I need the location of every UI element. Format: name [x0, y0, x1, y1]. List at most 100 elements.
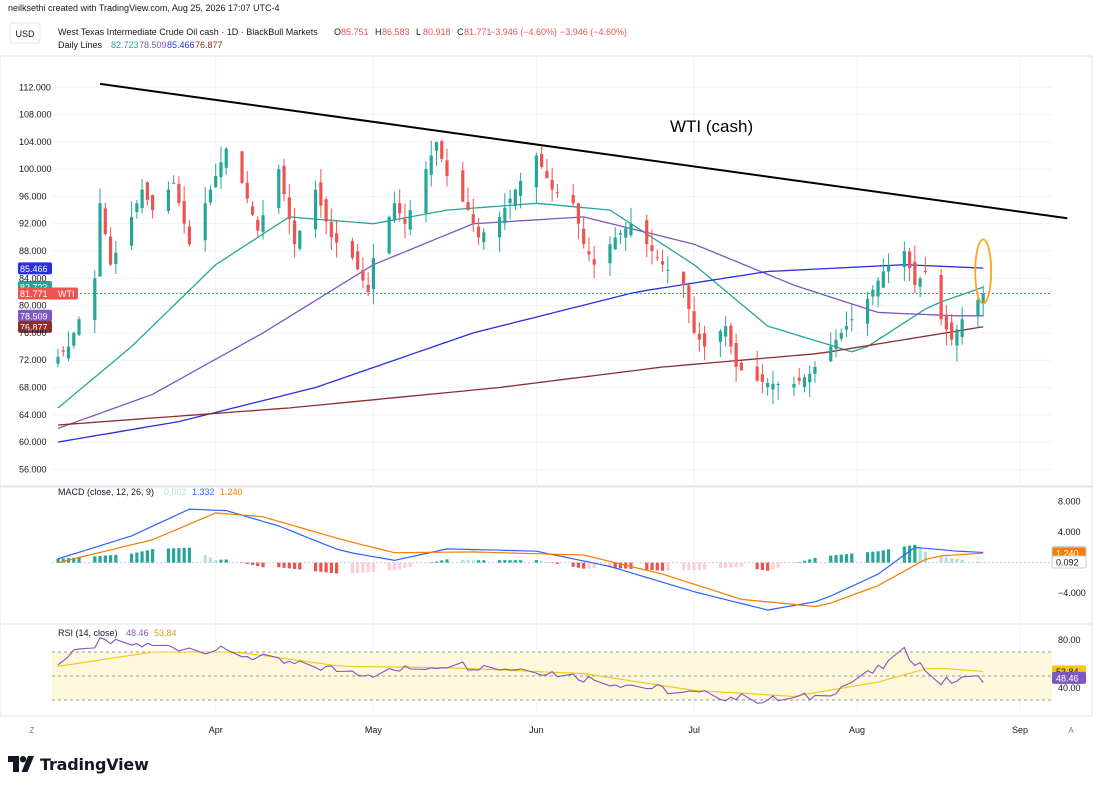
candle-body[interactable] — [645, 220, 649, 245]
candle-body[interactable] — [550, 179, 554, 190]
candle-body[interactable] — [739, 362, 743, 371]
candle-body[interactable] — [408, 210, 412, 230]
candle-body[interactable] — [681, 271, 686, 286]
candle-body[interactable] — [755, 366, 759, 381]
candle-body[interactable] — [482, 232, 486, 243]
candle-body[interactable] — [582, 228, 586, 245]
candle-body[interactable] — [865, 298, 870, 324]
candle-body[interactable] — [177, 183, 181, 204]
candle-body[interactable] — [287, 197, 291, 220]
candle-body[interactable] — [224, 148, 228, 168]
candle-body[interactable] — [702, 333, 707, 347]
candle-body[interactable] — [319, 182, 323, 206]
candle-body[interactable] — [398, 203, 402, 214]
candle-body[interactable] — [387, 216, 391, 254]
candle-body[interactable] — [519, 181, 523, 196]
candle-body[interactable] — [350, 241, 354, 258]
candle-body[interactable] — [902, 251, 906, 268]
candle-body[interactable] — [724, 326, 728, 337]
candle-body[interactable] — [955, 329, 959, 346]
candle-body[interactable] — [61, 350, 65, 352]
candle-body[interactable] — [313, 189, 318, 230]
candle-body[interactable] — [108, 236, 113, 265]
candle-body[interactable] — [245, 182, 249, 199]
candle-body[interactable] — [72, 332, 76, 346]
candle-body[interactable] — [392, 203, 397, 221]
candle-body[interactable] — [282, 165, 286, 195]
candle-body[interactable] — [250, 206, 255, 215]
candle-body[interactable] — [923, 270, 927, 272]
candle-body[interactable] — [613, 237, 617, 250]
candle-body[interactable] — [660, 261, 665, 265]
candle-body[interactable] — [908, 251, 912, 269]
currency-button[interactable] — [9, 22, 41, 44]
candle-body[interactable] — [182, 201, 186, 224]
candle-body[interactable] — [629, 223, 633, 236]
candle-body[interactable] — [844, 326, 849, 330]
candle-body[interactable] — [608, 244, 612, 264]
candle-body[interactable] — [476, 226, 481, 238]
candle-body[interactable] — [766, 382, 770, 388]
candle-body[interactable] — [881, 271, 885, 288]
candle-body[interactable] — [429, 155, 433, 175]
candle-body[interactable] — [592, 259, 596, 265]
candle-body[interactable] — [545, 170, 549, 179]
candle-body[interactable] — [655, 257, 659, 259]
candle-body[interactable] — [261, 215, 265, 232]
candle-body[interactable] — [208, 189, 213, 203]
candle-body[interactable] — [776, 384, 780, 386]
candle-body[interactable] — [729, 325, 733, 347]
candle-body[interactable] — [850, 319, 854, 321]
candle-body[interactable] — [734, 342, 738, 368]
candle-body[interactable] — [839, 332, 843, 339]
candle-body[interactable] — [335, 233, 339, 243]
candle-body[interactable] — [166, 189, 170, 211]
candle-body[interactable] — [792, 384, 796, 388]
candle-body[interactable] — [292, 220, 297, 245]
candle-body[interactable] — [771, 384, 775, 390]
candle-body[interactable] — [829, 346, 833, 362]
candle-body[interactable] — [140, 189, 144, 209]
candle-body[interactable] — [497, 216, 502, 238]
candle-body[interactable] — [540, 154, 544, 167]
candle-body[interactable] — [624, 228, 628, 238]
candle-body[interactable] — [950, 322, 954, 340]
candle-body[interactable] — [834, 339, 838, 349]
candle-body[interactable] — [240, 151, 244, 183]
candle-body[interactable] — [440, 141, 444, 159]
candle-body[interactable] — [66, 346, 71, 359]
candle-body[interactable] — [145, 182, 149, 200]
candle-body[interactable] — [214, 175, 218, 188]
candle-body[interactable] — [445, 160, 449, 176]
candle-body[interactable] — [576, 203, 581, 224]
candle-body[interactable] — [876, 280, 880, 297]
candle-body[interactable] — [356, 251, 360, 270]
candle-body[interactable] — [650, 245, 654, 252]
candle-body[interactable] — [277, 169, 281, 208]
candle-body[interactable] — [403, 218, 407, 224]
candle-body[interactable] — [960, 319, 964, 337]
candle-body[interactable] — [797, 377, 801, 381]
candle-body[interactable] — [466, 201, 470, 211]
candle-body[interactable] — [203, 203, 207, 241]
candle-body[interactable] — [534, 155, 538, 188]
candle-body[interactable] — [93, 278, 97, 320]
candle-body[interactable] — [808, 373, 812, 383]
candle-body[interactable] — [219, 162, 223, 178]
candle-body[interactable] — [687, 285, 691, 310]
candle-body[interactable] — [513, 189, 517, 206]
candle-body[interactable] — [77, 319, 81, 335]
candle-body[interactable] — [718, 331, 722, 342]
candle-body[interactable] — [424, 169, 428, 214]
candle-body[interactable] — [918, 278, 922, 287]
candle-body[interactable] — [618, 232, 623, 235]
candle-body[interactable] — [587, 251, 591, 255]
candle-body[interactable] — [371, 257, 376, 290]
candle-body[interactable] — [329, 221, 333, 238]
candle-body[interactable] — [129, 216, 134, 246]
candle-body[interactable] — [135, 203, 139, 213]
candle-body[interactable] — [56, 356, 60, 364]
candle-body[interactable] — [913, 261, 917, 286]
candle-body[interactable] — [981, 293, 985, 303]
candle-body[interactable] — [471, 214, 475, 224]
